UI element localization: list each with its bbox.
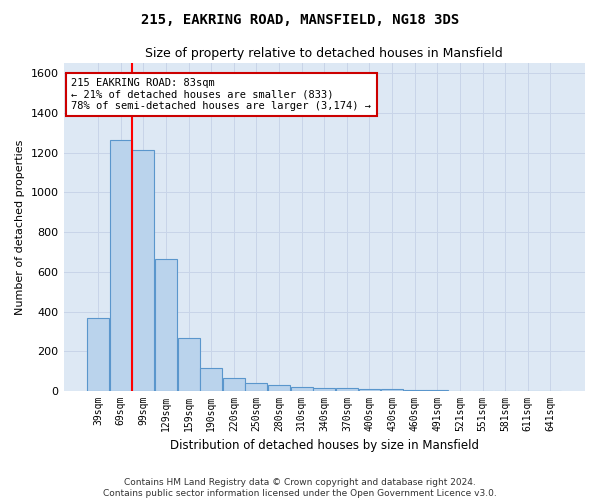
Bar xyxy=(133,150,154,391)
X-axis label: Distribution of detached houses by size in Mansfield: Distribution of detached houses by size … xyxy=(170,440,479,452)
Bar xyxy=(268,385,290,391)
Bar xyxy=(245,383,268,391)
Bar xyxy=(359,389,380,391)
Bar xyxy=(381,389,403,391)
Bar xyxy=(427,390,448,391)
Bar xyxy=(223,378,245,391)
Bar xyxy=(404,390,425,391)
Bar xyxy=(336,388,358,391)
Text: 215, EAKRING ROAD, MANSFIELD, NG18 3DS: 215, EAKRING ROAD, MANSFIELD, NG18 3DS xyxy=(141,12,459,26)
Bar xyxy=(87,318,109,391)
Title: Size of property relative to detached houses in Mansfield: Size of property relative to detached ho… xyxy=(145,48,503,60)
Bar xyxy=(200,368,222,391)
Bar xyxy=(291,387,313,391)
Text: Contains HM Land Registry data © Crown copyright and database right 2024.
Contai: Contains HM Land Registry data © Crown c… xyxy=(103,478,497,498)
Bar xyxy=(313,388,335,391)
Bar xyxy=(110,140,132,391)
Y-axis label: Number of detached properties: Number of detached properties xyxy=(15,140,25,314)
Text: 215 EAKRING ROAD: 83sqm
← 21% of detached houses are smaller (833)
78% of semi-d: 215 EAKRING ROAD: 83sqm ← 21% of detache… xyxy=(71,78,371,111)
Bar xyxy=(178,338,200,391)
Bar xyxy=(155,259,177,391)
